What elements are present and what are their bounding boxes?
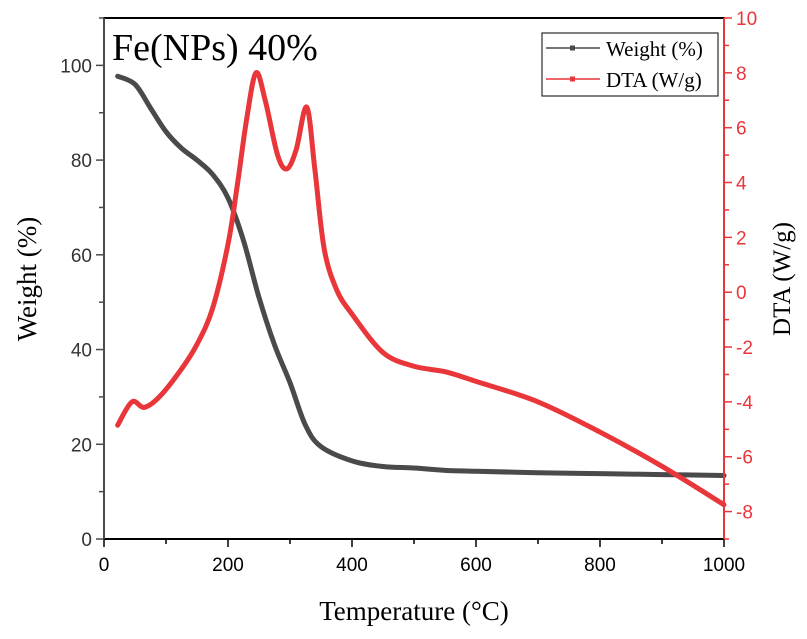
x-tick-label: 800 bbox=[584, 555, 616, 576]
y2-tick-label: -2 bbox=[736, 338, 753, 359]
y2-tick-label: -6 bbox=[736, 448, 753, 469]
y2-tick-label: 6 bbox=[736, 119, 747, 140]
y-tick-label: 0 bbox=[81, 530, 92, 551]
y2-tick-label: 2 bbox=[736, 228, 747, 249]
y-tick-label: 40 bbox=[71, 341, 92, 362]
legend-marker-weight bbox=[570, 45, 575, 51]
legend: Weight (%) DTA (W/g) bbox=[541, 32, 719, 97]
weight-series-line bbox=[115, 73, 727, 479]
dta-series-line bbox=[115, 70, 727, 508]
y2-tick-label: 8 bbox=[736, 64, 747, 85]
legend-marker-dta bbox=[570, 76, 575, 82]
y2-tick-label: 10 bbox=[736, 9, 757, 30]
axes: 0 200 400 600 800 1000 0 20 40 60 80 100 -8 -6 -4 -2 0 2 4… bbox=[60, 9, 757, 576]
y-tick-label: 100 bbox=[60, 56, 92, 77]
y-axis-label: Weight (%) bbox=[12, 217, 42, 342]
y2-tick-label: 4 bbox=[736, 174, 747, 195]
chart-title: Fe(NPs) 40% bbox=[112, 27, 318, 69]
x-tick-label: 200 bbox=[212, 555, 244, 576]
y-tick-label: 80 bbox=[71, 151, 92, 172]
x-tick-label: 1000 bbox=[703, 555, 745, 576]
x-axis-label: Temperature (°C) bbox=[319, 596, 509, 626]
x-tick-label: 600 bbox=[460, 555, 492, 576]
y2-axis-label: DTA (W/g) bbox=[769, 222, 796, 336]
y2-tick-label: -8 bbox=[736, 503, 753, 524]
y2-tick-label: -4 bbox=[736, 393, 753, 414]
plot-lines bbox=[115, 70, 727, 508]
legend-label-weight: Weight (%) bbox=[606, 37, 703, 61]
legend-label-dta: DTA (W/g) bbox=[606, 68, 702, 92]
x-tick-label: 400 bbox=[336, 555, 368, 576]
legend-box bbox=[541, 32, 719, 97]
y-tick-label: 20 bbox=[71, 435, 92, 456]
y-tick-label: 60 bbox=[71, 246, 92, 267]
x-tick-label: 0 bbox=[99, 555, 110, 576]
y2-tick-label: 0 bbox=[736, 283, 747, 304]
